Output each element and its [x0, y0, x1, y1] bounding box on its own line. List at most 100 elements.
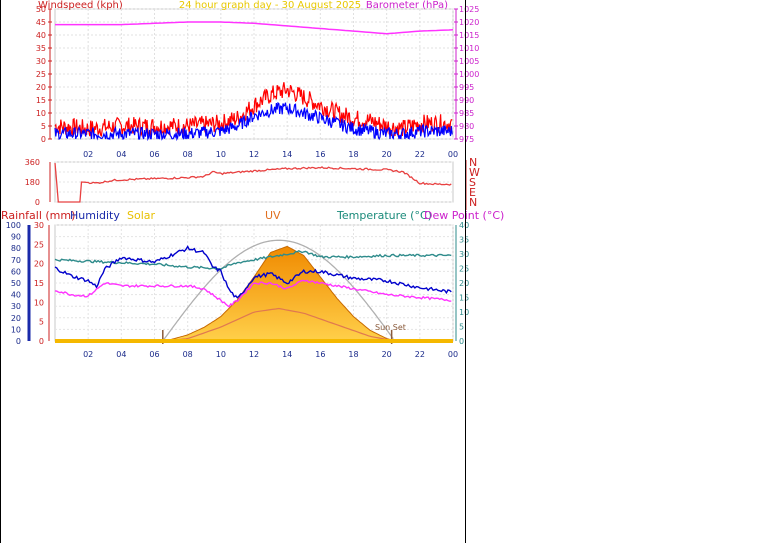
climate-legend-label: Solar — [127, 209, 156, 222]
humidity-tick-label: 60 — [11, 267, 21, 276]
direction-y-tick-label: 360 — [25, 158, 40, 167]
direction-y-tick-label: 0 — [35, 198, 40, 207]
humidity-line — [54, 245, 452, 299]
humidity-tick-label: 80 — [11, 244, 21, 253]
climate-x-tick-label: 06 — [149, 350, 159, 359]
baro-y-tick-label: 995 — [459, 83, 474, 92]
temperature-tick-label: 15 — [459, 294, 469, 303]
baro-y-tick-label: 1015 — [459, 31, 479, 40]
wind-y-tick-label: 10 — [36, 109, 46, 118]
wind-y-tick-label: 25 — [36, 70, 46, 79]
climate-x-tick-label: 02 — [83, 350, 93, 359]
climate-legend-label: Temperature (°C) — [336, 209, 432, 222]
temperature-tick-label: 10 — [459, 308, 469, 317]
humidity-tick-label: 90 — [11, 233, 21, 242]
baro-y-tick-label: 1025 — [459, 5, 479, 14]
climate-x-tick-label: 10 — [216, 350, 226, 359]
compass-label: S — [469, 176, 476, 189]
baro-y-tick-label: 1020 — [459, 18, 479, 27]
compass-label: E — [469, 186, 476, 199]
graph-frame-right — [465, 0, 466, 543]
temperature-line — [54, 250, 452, 270]
wind-y-tick-label: 5 — [41, 122, 46, 131]
wind-direction-line — [54, 163, 452, 203]
wind-speed-line — [54, 101, 453, 142]
temperature-tick-label: 5 — [459, 323, 464, 332]
wind-x-tick-label: 20 — [382, 150, 392, 159]
wind-x-tick-label: 12 — [249, 150, 259, 159]
rain-tick-label: 15 — [34, 279, 44, 288]
rain-tick-label: 30 — [34, 221, 44, 230]
humidity-tick-label: 50 — [11, 279, 21, 288]
wind-x-tick-label: 14 — [282, 150, 292, 159]
wind-x-tick-label: 22 — [415, 150, 425, 159]
wind-y-tick-label: 0 — [41, 135, 46, 144]
baro-y-tick-label: 985 — [459, 109, 474, 118]
climate-x-tick-label: 16 — [315, 350, 325, 359]
baro-y-tick-label: 1010 — [459, 44, 479, 53]
wind-x-tick-label: 08 — [183, 150, 193, 159]
baro-y-tick-label: 990 — [459, 96, 474, 105]
climate-x-tick-label: 12 — [249, 350, 259, 359]
wind-axis-title: Windspeed (kph) — [38, 0, 123, 11]
wind-y-tick-label: 50 — [36, 5, 46, 14]
direction-y-tick-label: 180 — [25, 178, 40, 187]
dew-point-line — [54, 279, 452, 308]
temperature-tick-label: 0 — [459, 337, 464, 346]
compass-label: W — [469, 166, 480, 179]
climate-x-tick-label: 00 — [448, 350, 458, 359]
wind-y-tick-label: 45 — [36, 18, 46, 27]
climate-x-tick-label: 22 — [415, 350, 425, 359]
rain-tick-label: 20 — [34, 260, 44, 269]
climate-x-tick-label: 14 — [282, 350, 292, 359]
solar-area — [162, 245, 396, 342]
sunset-label: Sun Set — [375, 323, 406, 332]
rain-tick-label: 25 — [34, 240, 44, 249]
humidity-tick-label: 20 — [11, 314, 21, 323]
barometer-line — [55, 21, 454, 35]
climate-legend-label: Rainfall (mm) — [1, 209, 75, 222]
rainfall-bar — [55, 339, 453, 343]
temperature-tick-label: 35 — [459, 236, 469, 245]
uv-line — [162, 307, 396, 342]
humidity-tick-label: 100 — [6, 221, 21, 230]
temperature-tick-label: 30 — [459, 250, 469, 259]
climate-x-tick-label: 08 — [183, 350, 193, 359]
wind-y-tick-label: 20 — [36, 83, 46, 92]
climate-x-tick-label: 18 — [348, 350, 358, 359]
baro-y-tick-label: 1000 — [459, 70, 479, 79]
wind-x-tick-label: 00 — [448, 150, 458, 159]
wind-x-tick-label: 02 — [83, 150, 93, 159]
wind-x-tick-label: 04 — [116, 150, 126, 159]
direction-plot-area — [54, 161, 454, 203]
wind-y-tick-label: 30 — [36, 57, 46, 66]
baro-y-tick-label: 975 — [459, 135, 474, 144]
wind-x-tick-label: 10 — [216, 150, 226, 159]
graph-title: 24 hour graph day - 30 August 2025 — [179, 0, 361, 11]
climate-legend-label: UV — [265, 209, 281, 222]
humidity-tick-label: 40 — [11, 291, 21, 300]
wind-y-tick-label: 35 — [36, 44, 46, 53]
graph-frame-left — [0, 0, 1, 543]
temperature-tick-label: 20 — [459, 279, 469, 288]
wind-x-tick-label: 18 — [348, 150, 358, 159]
wind-x-tick-label: 16 — [315, 150, 325, 159]
humidity-tick-label: 0 — [16, 337, 21, 346]
wind-y-tick-label: 15 — [36, 96, 46, 105]
humidity-tick-label: 30 — [11, 302, 21, 311]
compass-label: N — [469, 156, 477, 169]
rain-tick-label: 0 — [39, 337, 44, 346]
climate-x-tick-label: 04 — [116, 350, 126, 359]
rain-tick-label: 10 — [34, 298, 44, 307]
humidity-tick-label: 10 — [11, 325, 21, 334]
wind-x-tick-label: 06 — [149, 150, 159, 159]
temperature-tick-label: 40 — [459, 221, 469, 230]
compass-label: N — [469, 196, 477, 209]
climate-x-tick-label: 20 — [382, 350, 392, 359]
baro-y-tick-label: 1005 — [459, 57, 479, 66]
baro-y-tick-label: 980 — [459, 122, 474, 131]
temperature-tick-label: 25 — [459, 265, 469, 274]
wind-y-tick-label: 40 — [36, 31, 46, 40]
wind-gust-line — [54, 82, 453, 137]
